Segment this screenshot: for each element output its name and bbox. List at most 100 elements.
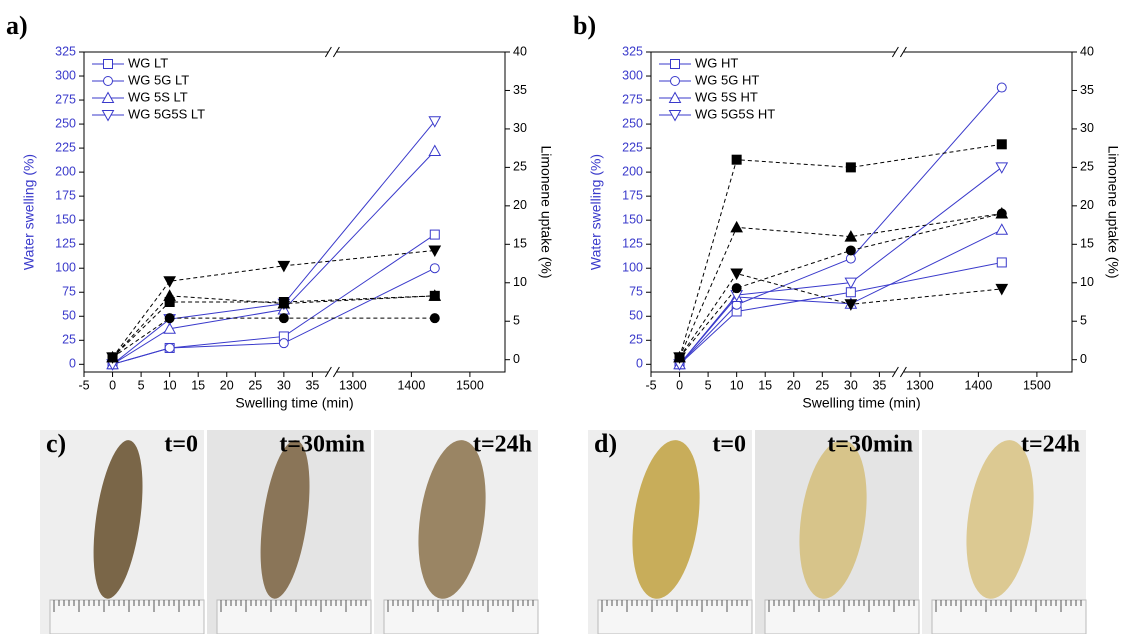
y-tick-label: 300 <box>622 68 643 82</box>
y2-tick-label: 10 <box>1080 275 1094 289</box>
y-tick-label: 300 <box>55 68 76 82</box>
y2-tick-label: 20 <box>1080 198 1094 212</box>
ruler <box>597 599 753 635</box>
axis-break <box>324 46 332 58</box>
y-tick-label: 175 <box>622 188 643 202</box>
y-tick-label: 275 <box>622 92 643 106</box>
marker <box>103 76 113 86</box>
marker <box>428 289 442 301</box>
y-tick-label: 125 <box>55 236 76 250</box>
y-tick-label: 100 <box>622 261 643 275</box>
y2-tick-label: 0 <box>1080 352 1087 366</box>
ruler <box>216 599 372 635</box>
x-tick-label: 35 <box>872 378 886 392</box>
break-gap <box>895 369 904 375</box>
x-tick-label: 0 <box>109 378 116 392</box>
marker <box>103 59 113 69</box>
marker <box>668 91 682 103</box>
axis-break <box>891 46 899 58</box>
series-line <box>679 213 1002 358</box>
marker <box>996 139 1007 150</box>
sample <box>966 440 1034 599</box>
y2-tick-label: 30 <box>1080 121 1094 135</box>
y2-tick-label: 30 <box>513 121 527 135</box>
y2-tick-label: 5 <box>513 314 520 328</box>
x-tick-label: 10 <box>730 378 744 392</box>
marker <box>670 59 680 69</box>
series-line <box>112 234 436 365</box>
y2-tick-label: 0 <box>513 352 520 366</box>
marker <box>163 276 176 288</box>
y-tick-label: 175 <box>55 188 76 202</box>
y2-tick-label: 15 <box>1080 237 1094 251</box>
x-tick-label: 1300 <box>906 378 934 392</box>
series-line <box>112 295 435 358</box>
ruler <box>931 599 1087 635</box>
marker <box>995 162 1009 174</box>
y2-tick-label: 20 <box>513 198 527 212</box>
time-label: t=0 <box>164 432 198 458</box>
axis-break <box>332 46 340 58</box>
marker <box>106 352 119 364</box>
axis-break <box>324 366 332 378</box>
axis-break <box>332 366 340 378</box>
x-tick-label: 30 <box>277 378 291 392</box>
marker <box>995 207 1009 219</box>
x-tick-label: 1300 <box>339 378 367 392</box>
y-tick-label: 50 <box>62 309 76 323</box>
y-tick-label: 50 <box>629 309 643 323</box>
y-tick-label: 75 <box>629 285 643 299</box>
time-label: t=24h <box>1021 432 1080 458</box>
marker <box>428 144 442 156</box>
legend-label: WG 5S LT <box>128 89 188 104</box>
series-line <box>112 295 435 358</box>
x-tick-label: 5 <box>705 378 712 392</box>
panel-label: a) <box>6 11 28 40</box>
marker <box>428 116 442 128</box>
marker <box>429 229 440 240</box>
break-gap <box>328 49 337 55</box>
marker <box>101 110 115 122</box>
x-tick-label: 1500 <box>456 378 484 392</box>
y2-tick-label: 5 <box>1080 314 1087 328</box>
time-label: t=30min <box>279 432 365 458</box>
marker <box>163 289 176 301</box>
marker <box>668 110 682 122</box>
y-tick-label: 25 <box>62 333 76 347</box>
y-axis-label: Water swelling (%) <box>21 154 37 270</box>
marker <box>731 154 742 165</box>
x-tick-label: 15 <box>758 378 772 392</box>
series-line <box>679 272 1002 358</box>
axis-break <box>899 46 907 58</box>
sample <box>93 440 143 599</box>
y-tick-label: 275 <box>55 92 76 106</box>
legend-label: WG LT <box>128 55 168 70</box>
ruler <box>383 599 539 635</box>
series-line <box>112 267 436 365</box>
series-line <box>679 229 1003 365</box>
y-tick-label: 125 <box>622 236 643 250</box>
x-tick-label: 30 <box>844 378 858 392</box>
time-label: t=0 <box>712 432 746 458</box>
x-tick-label: 35 <box>305 378 319 392</box>
y-tick-label: 325 <box>55 44 76 58</box>
x-tick-label: 1400 <box>964 378 992 392</box>
y-tick-label: 200 <box>55 164 76 178</box>
marker <box>996 257 1007 268</box>
marker <box>278 338 289 349</box>
ruler <box>49 599 205 635</box>
series-line <box>679 261 1002 365</box>
x-tick-label: 15 <box>191 378 205 392</box>
time-label: t=30min <box>827 432 913 458</box>
marker <box>730 268 743 281</box>
marker <box>278 313 289 324</box>
x-tick-label: 5 <box>138 378 145 392</box>
series-line <box>679 213 1002 358</box>
y-tick-label: 0 <box>636 357 643 371</box>
legend-label: WG 5G5S HT <box>695 106 775 121</box>
y-tick-label: 250 <box>622 116 643 130</box>
sample <box>260 440 310 599</box>
marker <box>673 352 686 364</box>
